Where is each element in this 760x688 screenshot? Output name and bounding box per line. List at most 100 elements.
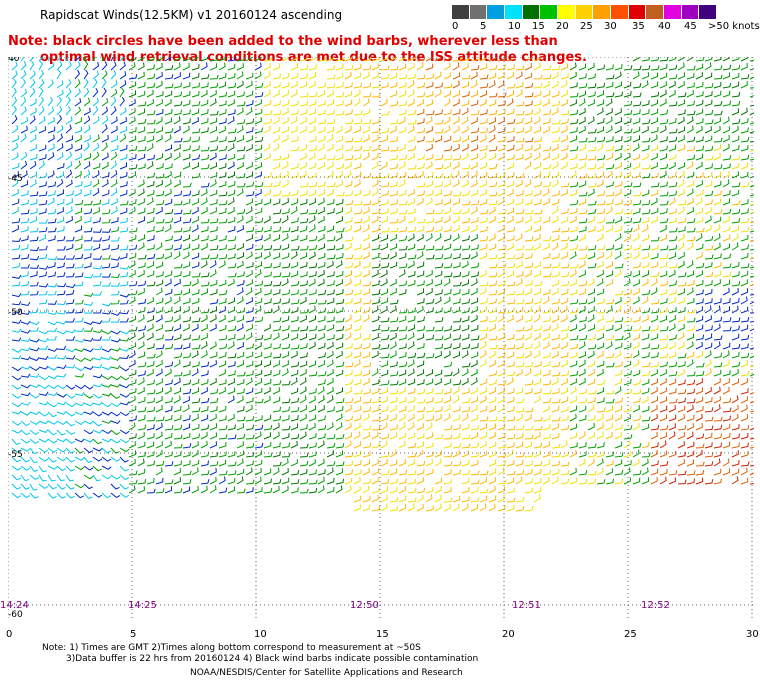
wind-barb: [137, 71, 145, 80]
wind-barb: [605, 431, 613, 440]
wind-barb: [83, 402, 94, 407]
wind-barb: [290, 423, 298, 431]
wind-barb: [380, 208, 389, 215]
wind-barb: [344, 109, 353, 116]
wind-barb: [344, 289, 354, 296]
wind-barb: [101, 263, 111, 269]
wind-barb: [236, 208, 246, 215]
wind-barb: [452, 351, 461, 359]
wind-barb: [605, 191, 615, 197]
wind-barb: [110, 347, 121, 352]
wind-barb: [704, 135, 713, 143]
wind-barb: [686, 125, 694, 134]
wind-barb: [416, 406, 426, 413]
wind-barb: [632, 442, 642, 449]
wind-barb: [353, 153, 362, 161]
wind-barb: [236, 252, 244, 260]
wind-barb: [263, 262, 273, 269]
wind-barb: [380, 458, 388, 467]
wind-barb: [173, 116, 181, 125]
wind-barb: [479, 488, 489, 494]
wind-barb: [317, 143, 325, 152]
wind-barb: [596, 379, 606, 386]
wind-barb: [155, 460, 165, 467]
wind-barb: [605, 107, 613, 116]
wind-barb: [272, 451, 281, 458]
wind-barb: [452, 215, 460, 224]
wind-barb: [587, 91, 596, 98]
wind-barb: [326, 486, 335, 494]
wind-barb: [254, 207, 263, 215]
wind-barb: [416, 92, 426, 98]
wind-barb: [56, 178, 64, 188]
wind-barb: [56, 300, 67, 306]
wind-barb: [596, 217, 606, 224]
wind-barb: [686, 280, 695, 287]
wind-barb: [155, 287, 163, 296]
wind-barb: [29, 438, 40, 445]
wind-barb: [92, 356, 103, 361]
wind-barb: [101, 244, 110, 251]
wind-barb: [47, 347, 58, 352]
wind-barb: [335, 298, 345, 305]
wind-barb: [578, 137, 588, 143]
wind-barb: [164, 74, 174, 80]
wind-barb: [218, 279, 227, 287]
wind-barb: [200, 188, 208, 197]
wind-barb: [164, 316, 174, 323]
wind-barb: [101, 392, 112, 397]
wind-barb: [542, 451, 551, 458]
wind-barb: [461, 74, 471, 80]
wind-barb: [659, 145, 668, 152]
wind-barb: [515, 179, 523, 188]
wind-barb: [389, 154, 399, 161]
wind-barb: [677, 242, 685, 251]
wind-barb: [695, 443, 705, 449]
wind-barb: [434, 119, 444, 125]
wind-barb: [407, 164, 417, 170]
wind-barb: [425, 469, 434, 476]
wind-barb: [452, 442, 462, 449]
wind-barb: [11, 142, 19, 152]
wind-barb: [515, 216, 524, 224]
wind-barb: [263, 89, 271, 98]
wind-barb: [641, 152, 649, 161]
wind-barb: [254, 287, 262, 296]
wind-barb: [164, 335, 174, 341]
wind-barb: [227, 225, 236, 233]
wind-barb: [137, 179, 145, 188]
wind-barb: [362, 388, 371, 395]
wind-barb: [506, 136, 515, 143]
wind-barb: [11, 87, 17, 98]
latitude-label: -60: [8, 610, 23, 619]
wind-barb: [227, 378, 235, 386]
wind-barb: [713, 433, 722, 440]
wind-barb: [254, 188, 262, 197]
wind-barb: [533, 216, 542, 224]
wind-barb: [497, 296, 505, 305]
wind-barb: [227, 206, 235, 215]
wind-barb: [119, 227, 129, 233]
wind-barb: [299, 209, 309, 215]
wind-barb: [182, 109, 191, 116]
wind-barb: [29, 70, 36, 80]
wind-barb: [137, 406, 147, 413]
wind-barb: [389, 90, 398, 98]
wind-barb: [11, 171, 19, 179]
wind-barb: [101, 492, 112, 499]
wind-barb: [740, 227, 750, 233]
wind-barb: [677, 459, 685, 467]
wind-barb: [650, 172, 659, 179]
wind-barb: [425, 298, 435, 305]
wind-barb: [470, 90, 478, 98]
wind-barb: [245, 324, 253, 332]
wind-barb: [200, 117, 209, 125]
wind-barb: [317, 269, 325, 278]
wind-barb: [92, 61, 100, 71]
wind-barb: [416, 325, 426, 332]
wind-barb: [470, 424, 480, 431]
wind-barb: [470, 504, 478, 512]
wind-barb: [407, 432, 416, 440]
wind-barb: [380, 73, 390, 80]
wind-barb: [605, 244, 615, 251]
